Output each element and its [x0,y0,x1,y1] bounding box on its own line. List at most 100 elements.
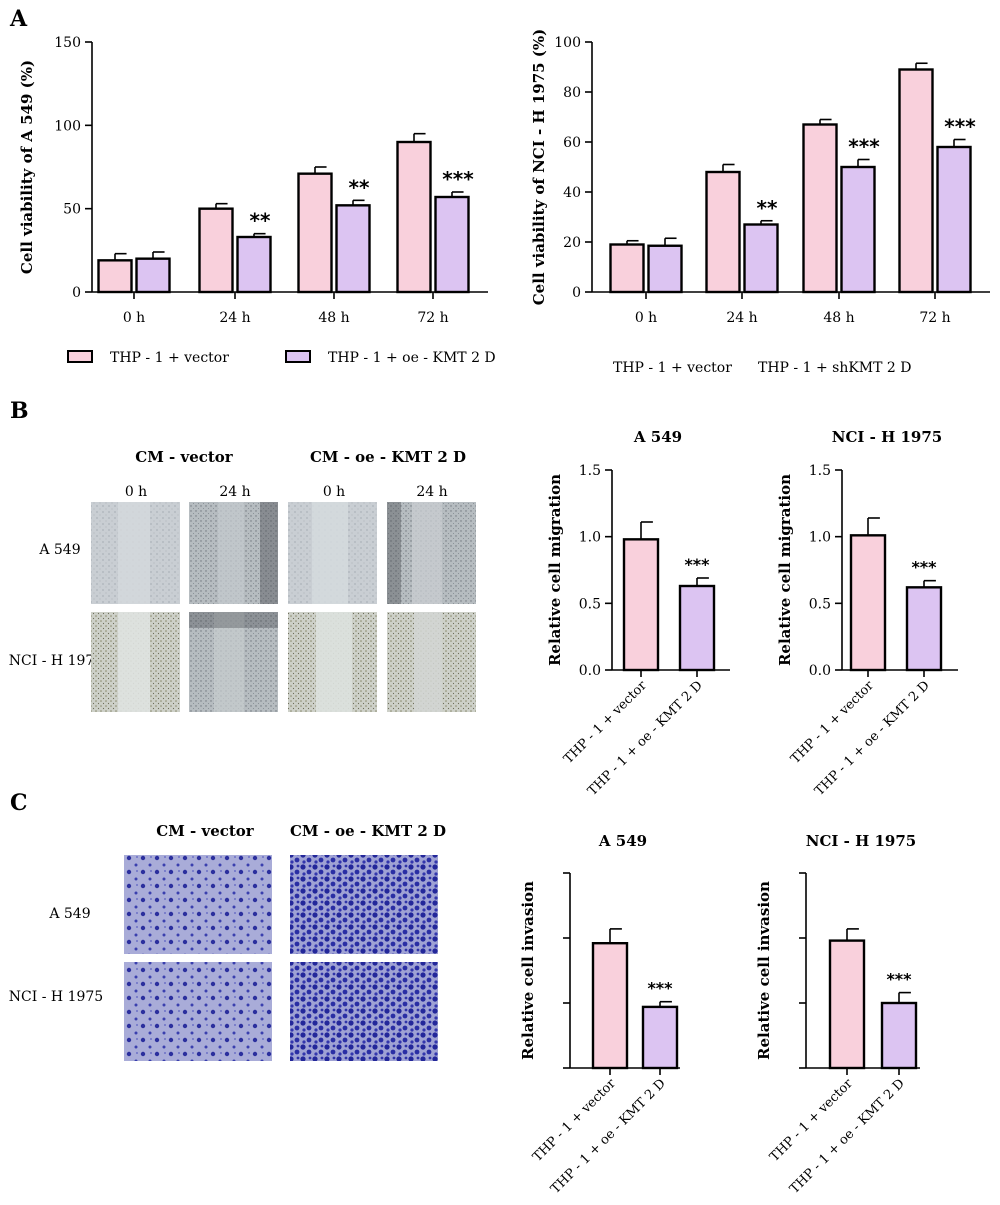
significance-label: *** [684,555,710,574]
y-tick-label: 1.5 [809,463,831,479]
invasion-image-h1975-treated [290,962,438,1061]
bar-treated [135,257,171,294]
bar-treated [936,145,972,294]
significance-label: *** [647,979,673,998]
y-tick-label: 40 [563,185,581,201]
significance-label: *** [911,558,937,577]
bar-vector [97,259,133,294]
significance-label: ** [349,175,370,199]
significance-label: *** [886,970,912,989]
x-tick-label: 72 h [417,310,448,326]
y-tick-label: 0.5 [579,596,601,612]
scratch-image-h1975-treated-0h [288,612,377,712]
x-tick-label: 48 h [823,310,854,326]
legend-label-vector-h1975: THP - 1 + vector [613,360,732,376]
panel-letter-b: B [10,398,29,424]
y-tick-label: 0.0 [579,663,601,679]
migration-group-treated: CM - oe - KMT 2 D [310,448,466,466]
bar-vector [591,942,629,1070]
scratch-image-a549-treated-0h [288,502,377,604]
bar-vector [609,243,645,294]
migration-time-1: 24 h [219,484,250,500]
y-axis-title: Cell viability of A 549 (%) [18,60,36,274]
bar-vector [705,170,741,294]
y-tick-label: 80 [563,85,581,101]
y-axis-title: Relative cell invasion [755,881,773,1060]
significance-label: ** [250,209,271,233]
x-tick-label: 24 h [726,310,757,326]
y-tick-label: 0.0 [809,663,831,679]
bar-treated [840,165,876,294]
bar-treated [743,223,779,294]
y-axis-title: Relative cell invasion [519,881,537,1060]
x-tick-label: 48 h [318,310,349,326]
bar-vector [396,140,432,294]
x-tick-label: 0 h [635,310,657,326]
bar-vector [622,538,660,672]
y-tick-label: 150 [54,35,81,51]
significance-label: *** [944,115,976,139]
chart-title: NCI - H 1975 [806,832,916,850]
significance-label: *** [442,167,474,191]
y-tick-label: 50 [63,202,81,218]
legend-label-treated: THP - 1 + oe - KMT 2 D [328,350,496,366]
y-tick-label: 1.0 [809,530,831,546]
a549-migration-chart: 0.0 0.5 1.0 1.5 Relative cell migration A 549… [546,428,730,799]
x-tick-label: 72 h [919,310,950,326]
y-tick-label: 100 [554,35,581,51]
y-tick-label: 60 [563,135,581,151]
legend-h1975: THP - 1 + vector THP - 1 + shKMT 2 D [613,360,912,376]
invasion-image-a549-treated [290,855,438,954]
a549-viability-chart: 0 50 100 150 Cell viability of A 549 (%) 0 h 2… [18,35,488,326]
legend-swatch-treated [285,350,311,363]
bar-vector [297,172,333,294]
migration-time-0: 0 h [125,484,147,500]
scratch-image-h1975-vector-24h [189,612,278,712]
y-tick-label: 1.5 [579,463,601,479]
bar-treated [434,195,470,294]
invasion-image-h1975-vector [124,962,272,1061]
x-tick-label: 0 h [123,310,145,326]
y-axis-title: Cell viability of NCI - H 1975 (%) [530,29,548,306]
chart-title: A 549 [598,832,647,850]
y-tick-label: 20 [563,235,581,251]
y-tick-label: 100 [54,118,81,134]
invasion-group-treated: CM - oe - KMT 2 D [290,822,446,840]
legend-a549: THP - 1 + vector THP - 1 + oe - KMT 2 D [67,350,496,366]
chart-title: A 549 [633,428,682,446]
x-tick-label: THP - 1 + oe - KMT 2 D [585,678,706,799]
panel-letter-c: C [10,790,28,816]
invasion-group-vector: CM - vector [156,822,255,840]
bar-vector [802,123,838,294]
invasion-image-grid: CM - vector CM - oe - KMT 2 D A 549 NCI … [9,822,446,1061]
bar-treated [641,1005,679,1070]
scratch-image-h1975-vector-0h [91,612,180,712]
y-tick-label: 0 [72,285,81,301]
x-tick-label: THP - 1 + vector [530,1076,619,1165]
scratch-image-a549-vector-0h [91,502,180,604]
bar-treated [905,586,943,672]
legend-label-vector: THP - 1 + vector [110,350,229,366]
scratch-image-a549-vector-24h [189,502,278,604]
chart-title: NCI - H 1975 [832,428,942,446]
invasion-row-a549: A 549 [48,906,90,922]
bar-vector [198,207,234,294]
migration-time-2: 0 h [323,484,345,500]
h1975-migration-chart: 0.0 0.5 1.0 1.5 Relative cell migration NCI -… [776,428,958,799]
scratch-image-h1975-treated-24h [387,612,476,712]
a549-invasion-chart: Relative cell invasion A 549 THP - 1 + vec… [519,832,680,1197]
y-axis-title: Relative cell migration [546,474,564,666]
panel-letter-a: A [9,6,28,32]
bar-treated [880,1001,918,1070]
y-tick-label: 0.5 [809,596,831,612]
h1975-viability-chart: 0 20 40 60 80 100 Cell viability of NCI - H 19… [530,29,990,326]
bar-treated [647,244,683,294]
migration-time-3: 24 h [416,484,447,500]
x-tick-label: THP - 1 + oe - KMT 2 D [812,678,933,799]
legend-swatch-vector [67,350,93,363]
migration-row-a549: A 549 [38,542,80,558]
migration-row-h1975: NCI - H 1975 [9,653,103,669]
invasion-row-h1975: NCI - H 1975 [9,989,103,1005]
